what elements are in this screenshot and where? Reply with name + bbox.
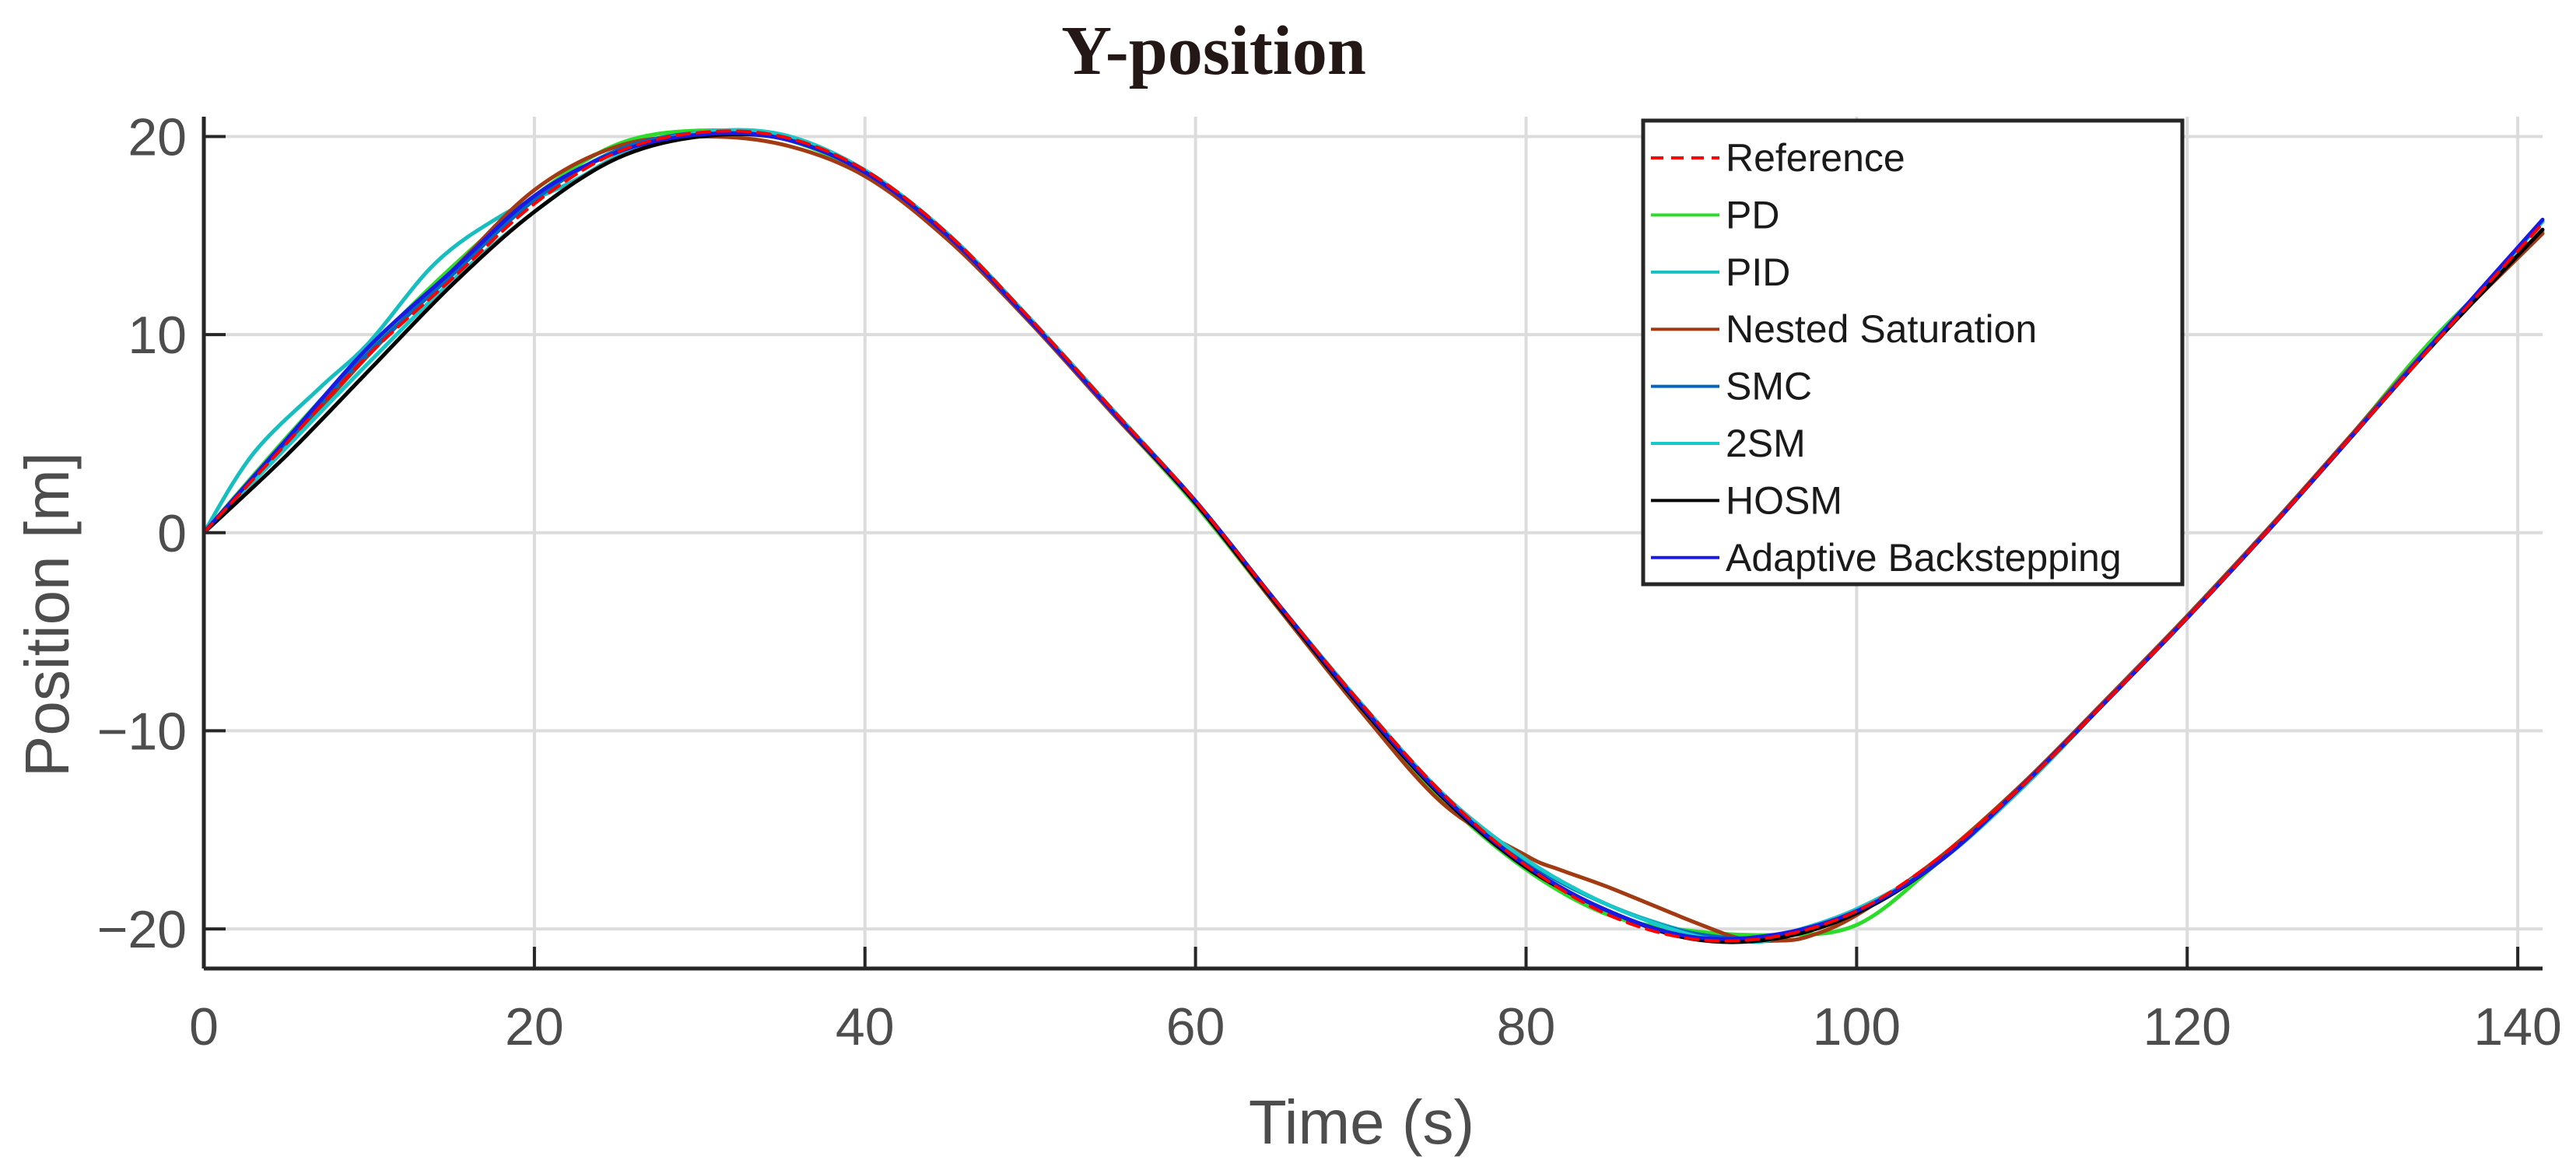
legend-label-hosm: HOSM xyxy=(1726,478,1842,522)
y-tick-label: 20 xyxy=(128,107,187,166)
x-tick-label: 120 xyxy=(2143,997,2231,1056)
legend-box xyxy=(1641,118,2185,587)
y-tick-label: 10 xyxy=(128,306,187,365)
x-tick-label: 80 xyxy=(1497,997,1556,1056)
x-tick-label: 140 xyxy=(2473,997,2561,1056)
y-tick-label: −20 xyxy=(97,900,187,959)
legend-label-2sm: 2SM xyxy=(1726,422,1806,465)
y-axis-label: Position [m] xyxy=(12,452,82,777)
legend-label-smc: SMC xyxy=(1726,365,1812,408)
y-tick-label: −10 xyxy=(97,702,187,761)
legend-label-adaptive-backstepping: Adaptive Backstepping xyxy=(1726,536,2122,580)
legend: Reference PD PID Nested Saturation SMC 2SM HOS… xyxy=(1641,118,2185,587)
x-axis-label: Time (s) xyxy=(1249,1088,1474,1157)
legend-label-reference: Reference xyxy=(1726,136,1905,180)
series-layer xyxy=(202,128,2545,944)
series-line-reference xyxy=(202,129,2544,943)
x-tick-label: 20 xyxy=(505,997,564,1056)
y-tick-label: 0 xyxy=(157,504,187,563)
legend-label-nested-saturation: Nested Saturation xyxy=(1726,307,2037,351)
chart-title: Y-position xyxy=(1061,12,1366,89)
legend-label-pd: PD xyxy=(1726,193,1779,236)
legend-label-pid: PID xyxy=(1726,250,1790,294)
x-tick-label: 40 xyxy=(836,997,895,1056)
axes-layer: 0 20 40 60 80 100 120 140 −20 −10 0 10 20 xyxy=(97,107,2562,1056)
x-tick-label: 60 xyxy=(1166,997,1225,1056)
x-tick-label: 100 xyxy=(1813,997,1901,1056)
x-tick-label: 0 xyxy=(189,997,219,1056)
series-line-adaptive-backstepping xyxy=(202,131,2545,941)
